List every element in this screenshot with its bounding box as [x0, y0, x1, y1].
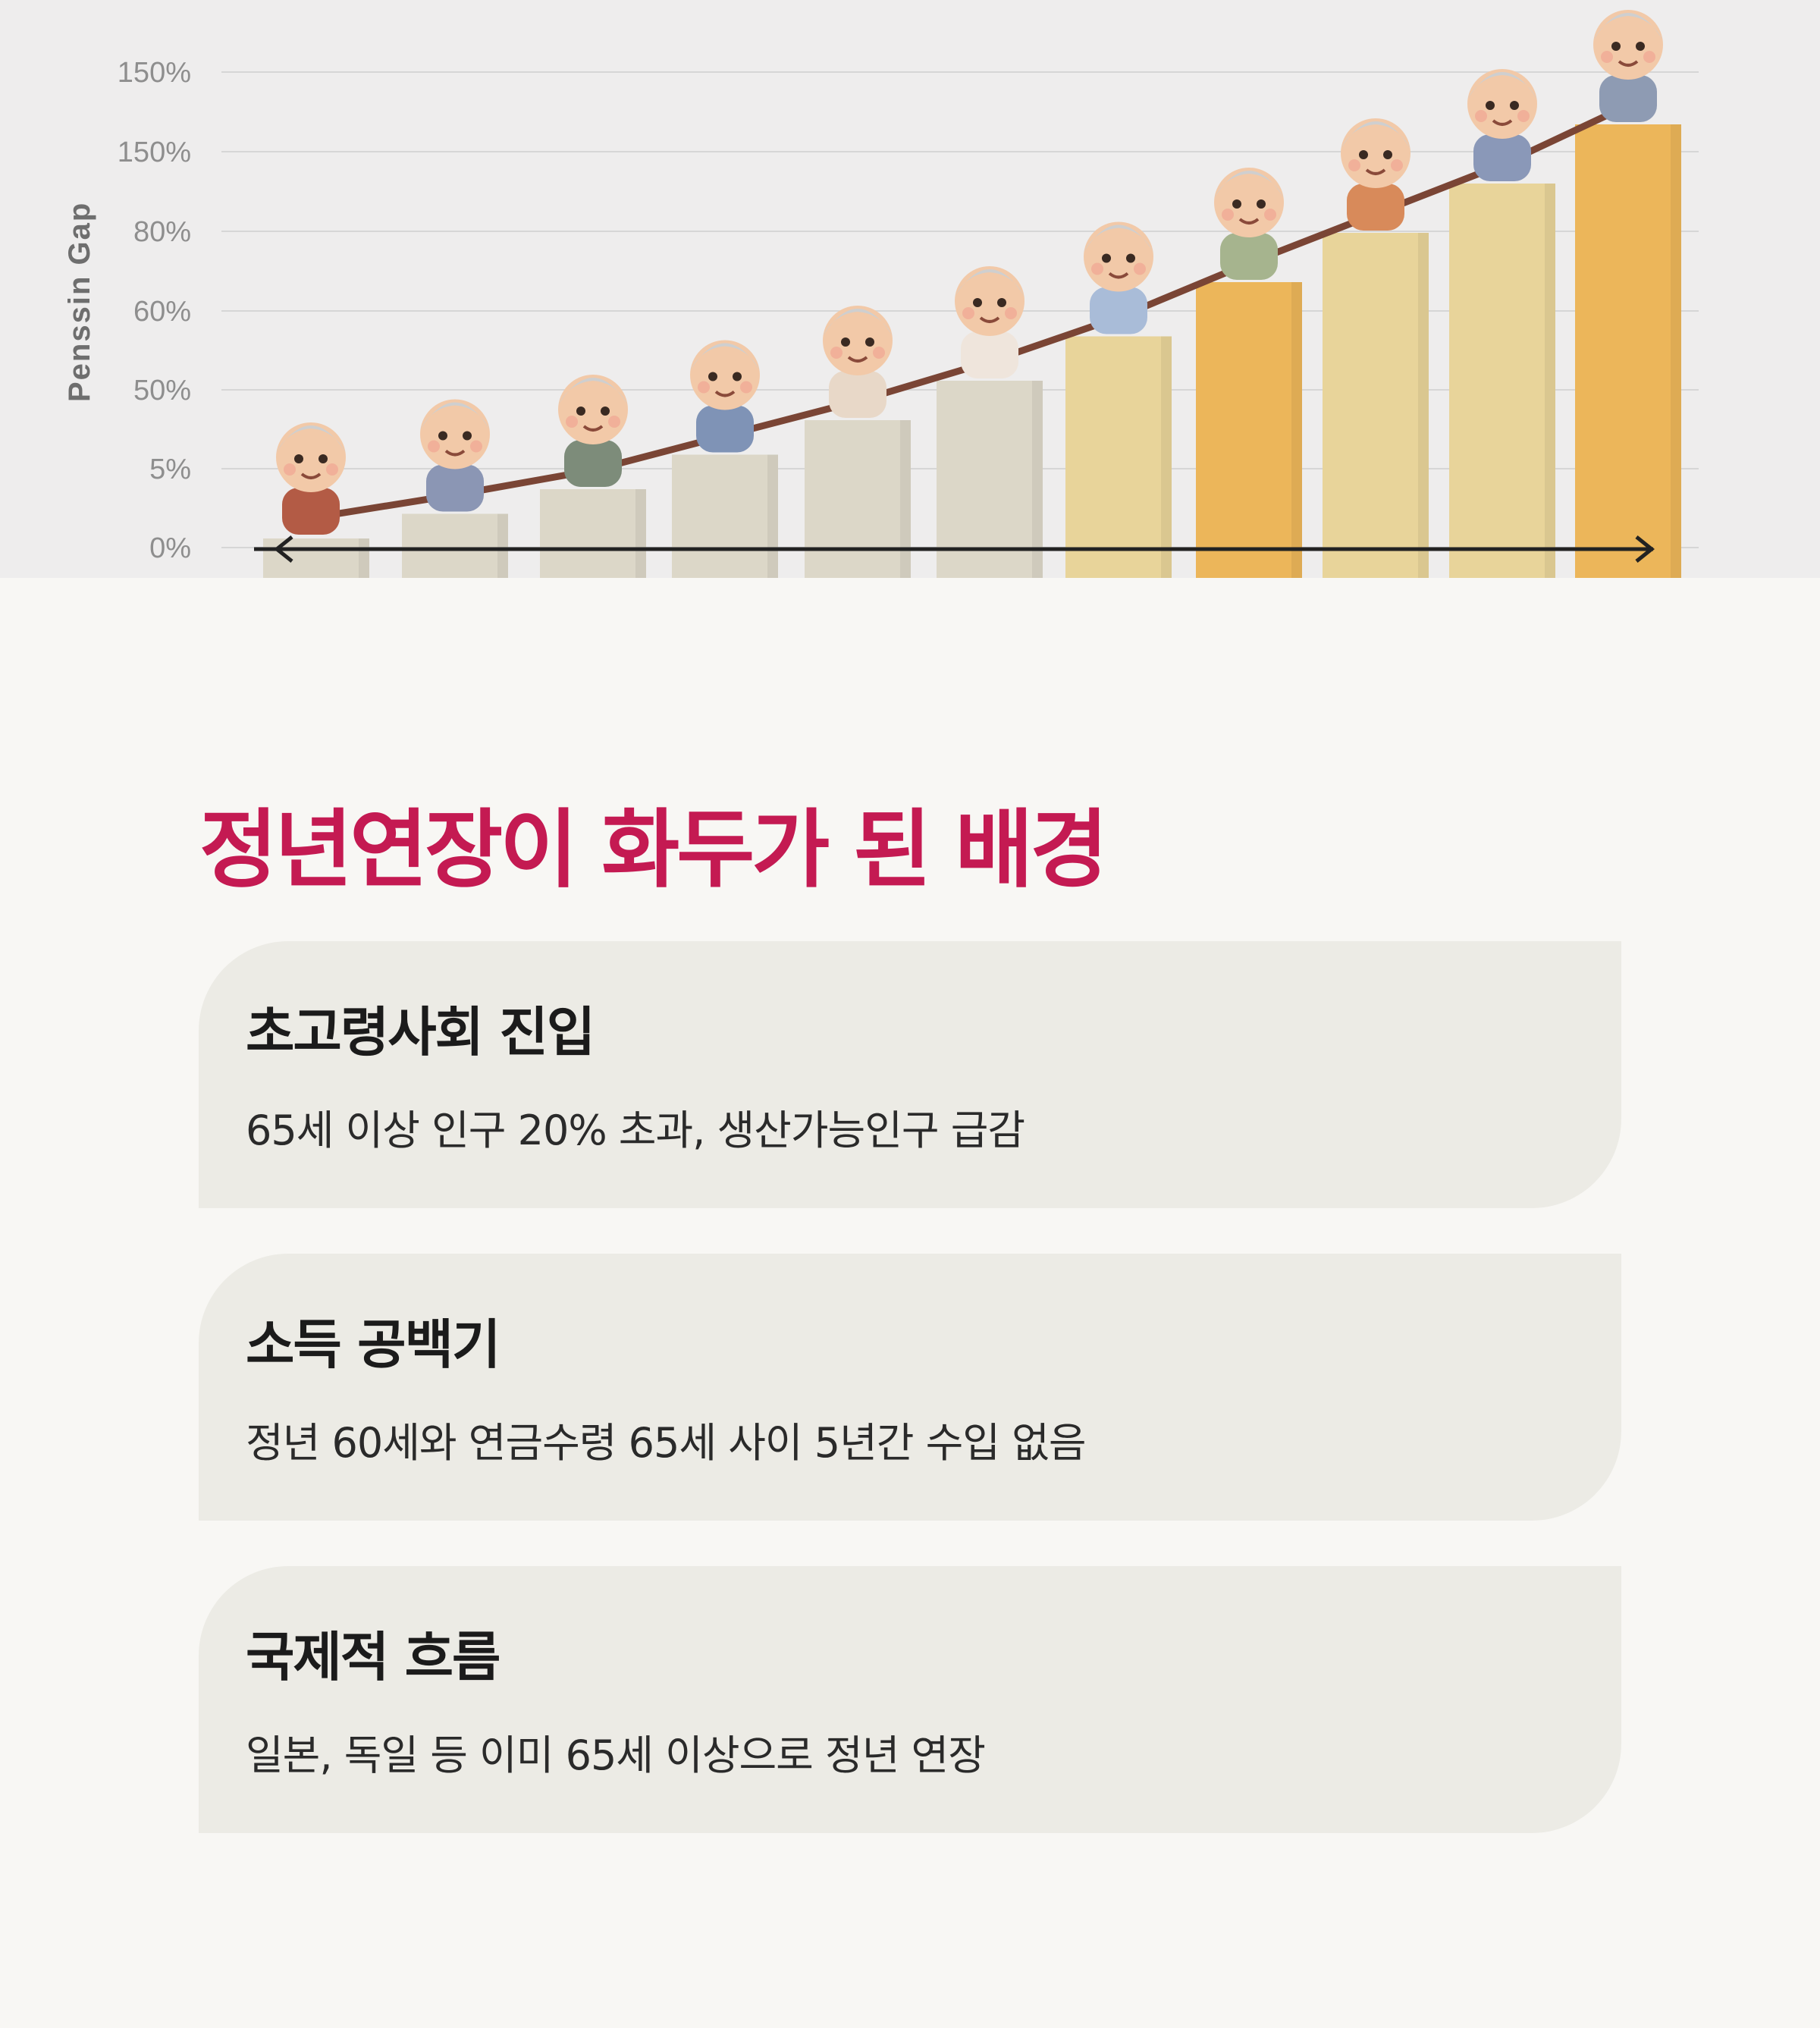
y-tick-label: 5% [149, 454, 191, 485]
y-tick-label: 150% [118, 57, 191, 89]
y-axis-title: Penssin Gap [63, 202, 96, 402]
elderly-figure-icon [558, 375, 628, 487]
card-body: 일본, 독일 등 이미 65세 이상으로 정년 연장 [246, 1731, 986, 1779]
elderly-figure-icon [420, 399, 490, 512]
bar [1196, 282, 1302, 578]
bar [1065, 336, 1172, 578]
bar [540, 489, 646, 578]
bar [402, 513, 508, 578]
card-title: 국제적 흐름 [246, 1626, 500, 1688]
bar-shade [1161, 336, 1172, 578]
card-international-trend: 국제적 흐름 일본, 독일 등 이미 65세 이상으로 정년 연장 [199, 1566, 1621, 1833]
bar-shade [1418, 233, 1429, 578]
bar-shade [635, 489, 646, 578]
arrow-right-icon [1635, 535, 1655, 563]
bar [805, 420, 911, 578]
elderly-figure-icon [823, 306, 893, 418]
elderly-figure-icon [690, 340, 760, 453]
y-tick-label: 80% [133, 216, 191, 248]
elderly-figure-icon [955, 266, 1025, 378]
arrow-left-icon [273, 535, 293, 563]
bar-shade [359, 538, 369, 578]
bar [1449, 184, 1555, 578]
pension-gap-illustration: 150% 150% 80% 60% 50% 5% 0% Penssin Gap [63, 10, 1699, 578]
y-tick-label: 60% [133, 296, 191, 328]
card-title: 소득 공백기 [246, 1314, 500, 1376]
card-body: 정년 60세와 연금수령 65세 사이 5년간 수입 없음 [246, 1419, 1086, 1467]
elderly-figure-icon [1593, 10, 1663, 122]
bar [263, 538, 369, 578]
elderly-figure-icon [276, 422, 346, 535]
y-tick-label: 0% [149, 532, 191, 564]
bar [1323, 233, 1429, 578]
card-body: 65세 이상 인구 20% 초과, 생산가능인구 급감 [246, 1107, 1025, 1154]
elderly-figure-icon [1214, 168, 1284, 280]
y-tick-label: 150% [118, 137, 191, 168]
hero-illustration: 150% 150% 80% 60% 50% 5% 0% Penssin Gap [0, 0, 1820, 578]
elderly-figure-icon [1084, 221, 1153, 334]
bar [937, 381, 1043, 578]
bar [672, 454, 778, 578]
bar-shade [1291, 282, 1302, 578]
card-title: 초고령사회 진입 [246, 1001, 595, 1063]
bar-shade [497, 513, 508, 578]
section-title: 정년연장이 화두가 된 배경 [199, 801, 1108, 899]
card-income-gap: 소득 공백기 정년 60세와 연금수령 65세 사이 5년간 수입 없음 [199, 1254, 1621, 1521]
bar [1575, 124, 1681, 578]
bar-shade [1545, 184, 1555, 578]
bar-shade [1032, 381, 1043, 578]
elderly-figure-icon [1467, 69, 1537, 181]
bar-shade [767, 454, 778, 578]
y-tick-label: 50% [133, 375, 191, 407]
bar-shade [1671, 124, 1681, 578]
card-aging-society: 초고령사회 진입 65세 이상 인구 20% 초과, 생산가능인구 급감 [199, 941, 1621, 1208]
elderly-figure-icon [1341, 118, 1410, 231]
bar-shade [900, 420, 911, 578]
